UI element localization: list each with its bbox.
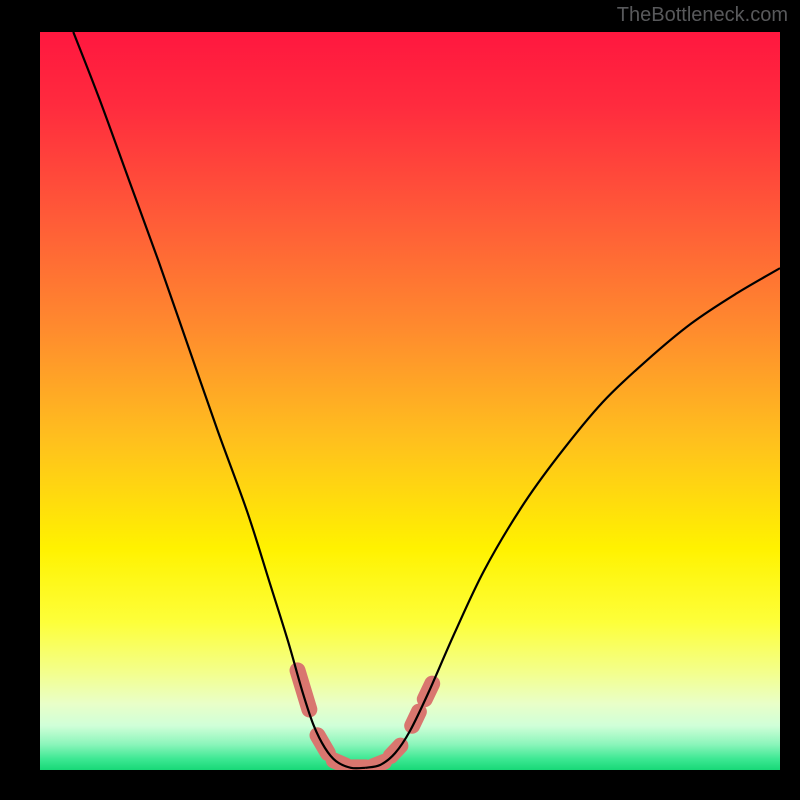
chart-svg (40, 32, 780, 770)
highlight-segment (298, 670, 310, 709)
left-curve (73, 32, 365, 768)
highlight-layer (298, 670, 433, 767)
right-curve (366, 268, 780, 768)
watermark-text: TheBottleneck.com (617, 4, 788, 27)
plot-area (40, 32, 780, 770)
